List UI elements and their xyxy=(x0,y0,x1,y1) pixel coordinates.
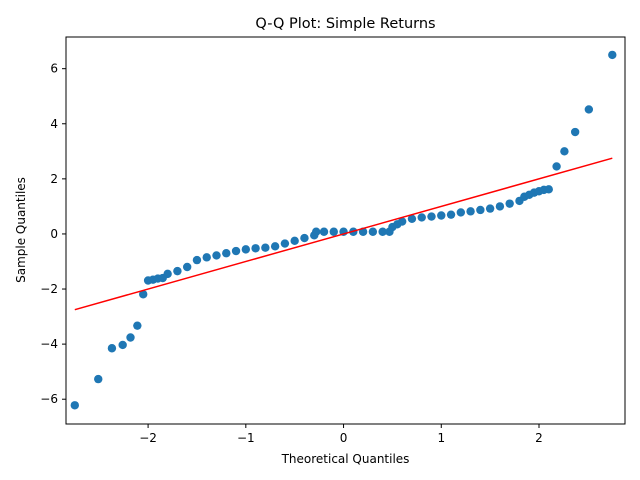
y-tick-label: 2 xyxy=(50,172,58,186)
y-tick-label: −6 xyxy=(40,392,58,406)
axes-frame xyxy=(65,36,626,425)
data-point-45 xyxy=(466,207,475,216)
data-point-60 xyxy=(584,105,594,114)
chart-title: Q-Q Plot: Simple Returns xyxy=(255,16,435,32)
data-point-34 xyxy=(378,227,387,236)
data-point-17 xyxy=(222,249,231,258)
data-point-5 xyxy=(133,321,142,330)
x-tick-label: 0 xyxy=(340,431,348,445)
data-point-23 xyxy=(280,239,290,248)
data-point-33 xyxy=(368,227,378,236)
data-point-48 xyxy=(495,202,505,211)
y-axis-label: Sample Quantiles xyxy=(14,177,28,283)
data-point-20 xyxy=(251,244,260,253)
plot-area xyxy=(70,50,617,410)
data-point-6 xyxy=(139,290,148,299)
x-tick-label: −1 xyxy=(237,431,255,445)
x-axis-label: Theoretical Quantiles xyxy=(281,452,410,466)
data-point-1 xyxy=(94,374,103,384)
data-point-14 xyxy=(192,255,202,265)
axis-ticks: −2 −1 0 1 2 −6 −4 −2 0 2 4 6 xyxy=(40,62,543,445)
data-point-4 xyxy=(126,333,135,342)
data-point-29 xyxy=(329,227,338,236)
y-tick-label: −2 xyxy=(40,282,58,296)
data-point-44 xyxy=(456,208,466,217)
y-tick-label: −4 xyxy=(40,337,58,351)
data-point-40 xyxy=(417,213,426,222)
data-point-47 xyxy=(485,204,495,213)
x-tick-label: 2 xyxy=(535,431,543,445)
x-tick-label: 1 xyxy=(437,431,445,445)
data-point-61 xyxy=(608,50,617,60)
y-tick-label: 6 xyxy=(50,62,58,76)
data-point-25 xyxy=(300,233,309,243)
data-point-41 xyxy=(427,212,436,221)
data-point-18 xyxy=(231,246,241,256)
data-point-58 xyxy=(560,147,569,156)
data-point-2 xyxy=(107,344,117,353)
data-point-0 xyxy=(70,401,79,410)
data-point-27 xyxy=(311,227,321,236)
reference-line xyxy=(74,157,613,311)
data-point-39 xyxy=(407,214,417,223)
data-point-59 xyxy=(570,127,580,137)
data-point-13 xyxy=(182,262,192,272)
data-point-21 xyxy=(261,243,270,252)
data-point-42 xyxy=(437,211,446,220)
y-tick-label: 4 xyxy=(50,117,58,131)
data-point-12 xyxy=(173,266,182,276)
data-point-49 xyxy=(505,199,514,208)
data-point-46 xyxy=(476,205,485,215)
data-point-38 xyxy=(397,217,407,226)
data-point-24 xyxy=(290,236,299,246)
data-point-22 xyxy=(270,242,280,251)
data-point-16 xyxy=(212,251,221,260)
data-point-15 xyxy=(202,253,211,262)
data-point-11 xyxy=(163,269,172,279)
data-point-57 xyxy=(552,162,561,171)
y-tick-label: 0 xyxy=(50,227,58,241)
data-point-56 xyxy=(544,185,553,194)
data-point-19 xyxy=(241,245,251,254)
data-point-28 xyxy=(319,227,329,236)
data-point-43 xyxy=(446,210,456,219)
x-tick-label: −2 xyxy=(139,431,157,445)
data-point-3 xyxy=(118,340,127,350)
